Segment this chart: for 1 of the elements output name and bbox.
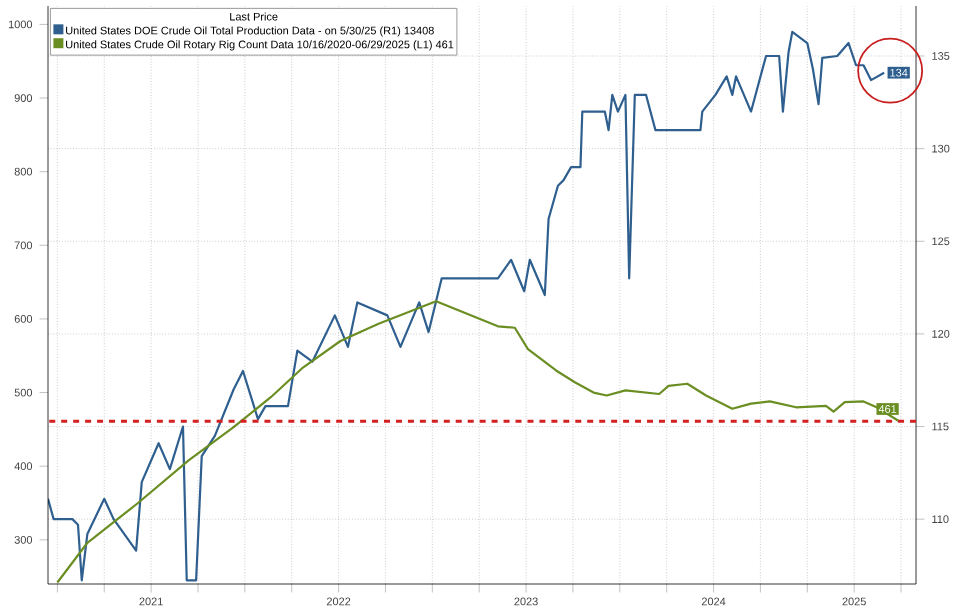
line-series	[56, 300, 901, 584]
